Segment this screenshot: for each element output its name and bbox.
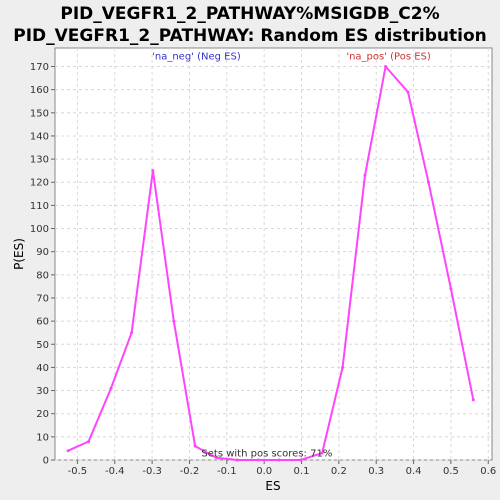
annotation-text: Sets with pos scores: 71%: [201, 449, 332, 460]
y-tick-label: 10: [36, 432, 49, 443]
x-tick-label: 0.4: [406, 466, 422, 477]
data-point: [214, 456, 218, 460]
y-tick-label: 40: [36, 363, 49, 374]
x-axis-label: ES: [265, 479, 280, 493]
y-tick-label: 110: [30, 201, 49, 212]
series-line: [67, 65, 475, 461]
series-layer: [66, 65, 475, 462]
x-tick-label: 0.5: [443, 466, 459, 477]
data-point: [320, 451, 324, 455]
y-tick-label: 150: [30, 108, 49, 119]
x-tick-label: 0.1: [294, 466, 310, 477]
y-tick-label: 130: [30, 155, 49, 166]
axes: -0.5 -0.4 -0.3 -0.2 -0.1 0.0 0.1 0.2 0.3 0.4 0.5 0.…: [30, 62, 496, 477]
annotations: 'na_neg' (Neg ES) 'na_pos' (Pos ES) Sets w…: [152, 52, 431, 460]
x-tick-label: -0.3: [142, 466, 162, 477]
data-point: [235, 458, 239, 462]
y-tick-label: 160: [30, 85, 49, 96]
y-tick-label: 70: [36, 293, 49, 304]
x-tick-label: -0.1: [217, 466, 237, 477]
data-point: [363, 173, 367, 177]
y-tick-label: 30: [36, 386, 49, 397]
data-point: [130, 331, 134, 335]
x-tick-label: 0.0: [256, 466, 272, 477]
x-tick-label: -0.4: [105, 466, 125, 477]
y-tick-label: 80: [36, 270, 49, 281]
y-tick-label: 170: [30, 62, 49, 73]
data-point: [172, 319, 176, 323]
chart-title-line-1: PID_VEGFR1_2_PATHWAY%MSIGDB_C2%: [60, 4, 439, 24]
y-tick-label: 140: [30, 131, 49, 142]
annotation-text: 'na_pos' (Pos ES): [346, 52, 431, 63]
data-point: [406, 90, 410, 94]
x-tick-label: -0.5: [68, 466, 88, 477]
data-point: [341, 365, 345, 369]
y-tick-label: 20: [36, 409, 49, 420]
chart-title-line-2: PID_VEGFR1_2_PATHWAY: Random ES distribu…: [13, 26, 487, 46]
data-point: [277, 458, 281, 462]
y-tick-label: 0: [43, 456, 49, 467]
y-tick-label: 100: [30, 224, 49, 235]
data-point: [471, 398, 475, 402]
annotation-text: 'na_neg' (Neg ES): [152, 52, 241, 63]
data-point: [87, 439, 91, 443]
x-tick-label: 0.2: [331, 466, 347, 477]
x-tick-label: 0.6: [480, 466, 496, 477]
data-point: [109, 386, 113, 390]
y-tick-label: 90: [36, 247, 49, 258]
x-tick-label: -0.2: [180, 466, 200, 477]
y-tick-label: 50: [36, 340, 49, 351]
data-point: [66, 449, 70, 453]
y-axis-label: P(ES): [12, 238, 26, 270]
data-point: [151, 169, 155, 173]
data-point: [193, 444, 197, 448]
data-point: [257, 458, 261, 462]
data-point: [384, 65, 388, 69]
plot-area: [54, 47, 493, 461]
data-point: [427, 180, 431, 184]
y-tick-label: 120: [30, 178, 49, 189]
y-tick-label: 60: [36, 317, 49, 328]
x-tick-label: 0.3: [368, 466, 384, 477]
data-point: [449, 287, 453, 291]
data-point: [299, 458, 303, 462]
